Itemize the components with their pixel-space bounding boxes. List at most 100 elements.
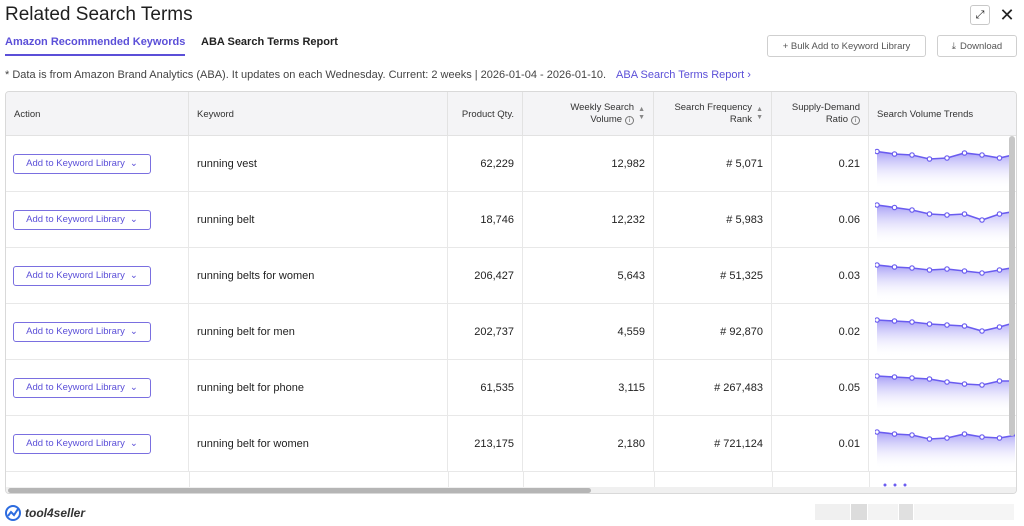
add-to-keyword-library-button[interactable]: Add to Keyword Library ⌄ bbox=[13, 433, 151, 454]
footer-fade bbox=[914, 504, 1014, 520]
col-keyword: Keyword bbox=[189, 92, 448, 136]
trend-point bbox=[979, 269, 985, 276]
vertical-scrollbar[interactable] bbox=[1009, 136, 1015, 436]
trend-point bbox=[996, 434, 1003, 441]
trend-point bbox=[875, 372, 880, 379]
chevron-down-icon: ⌄ bbox=[129, 382, 138, 393]
keyword-cell: running vest bbox=[189, 136, 448, 191]
add-button-label: Add to Keyword Library bbox=[26, 270, 125, 281]
col-keyword-label: Keyword bbox=[197, 108, 234, 120]
supply-demand-ratio-cell: 0.21 bbox=[772, 136, 869, 191]
add-to-keyword-library-button[interactable]: Add to Keyword Library ⌄ bbox=[13, 265, 151, 286]
download-button[interactable]: ⤓ Download bbox=[937, 35, 1017, 57]
col-weekly-search-volume[interactable]: Weekly Search Volume i ▲ ▼ bbox=[523, 92, 654, 136]
trend-area bbox=[877, 431, 1015, 469]
trend-sparkline bbox=[875, 261, 1015, 301]
trend-point bbox=[979, 151, 985, 158]
add-to-keyword-library-button[interactable]: Add to Keyword Library ⌄ bbox=[13, 377, 151, 398]
add-button-label: Add to Keyword Library bbox=[26, 158, 125, 169]
trend-point bbox=[909, 264, 915, 271]
trend-point bbox=[891, 150, 898, 157]
horizontal-scrollbar-track[interactable] bbox=[6, 487, 1016, 493]
table-row: Add to Keyword Library ⌄ running belt for … bbox=[6, 360, 1016, 416]
trend-point bbox=[944, 434, 950, 441]
search-frequency-rank-cell: # 267,483 bbox=[654, 360, 772, 415]
trend-point bbox=[979, 327, 985, 334]
trend-point bbox=[961, 149, 968, 156]
product-qty-cell: 202,737 bbox=[448, 304, 523, 359]
supply-demand-ratio-cell: 0.01 bbox=[772, 416, 869, 471]
page-title: Related Search Terms bbox=[5, 4, 193, 25]
trend-area bbox=[877, 204, 1015, 245]
trend-point bbox=[961, 380, 968, 387]
col-search-volume-trends: Search Volume Trends bbox=[869, 92, 1016, 136]
trend-point bbox=[875, 316, 880, 323]
trend-point bbox=[961, 267, 968, 274]
brand-logo: tool4seller bbox=[5, 505, 85, 521]
trend-point bbox=[926, 320, 933, 327]
trend-point bbox=[926, 155, 933, 162]
add-to-keyword-library-button[interactable]: Add to Keyword Library ⌄ bbox=[13, 209, 151, 230]
search-frequency-rank-cell: # 5,071 bbox=[654, 136, 772, 191]
close-icon[interactable]: ✕ bbox=[999, 4, 1015, 25]
table-row: Add to Keyword Library ⌄ running vest 62,22… bbox=[6, 136, 1016, 192]
trend-point bbox=[996, 210, 1003, 217]
trend-point bbox=[926, 375, 933, 382]
trend-point bbox=[979, 433, 985, 440]
trend-sparkline-partial bbox=[883, 483, 907, 487]
trend-point bbox=[979, 216, 985, 223]
product-qty-cell: 61,535 bbox=[448, 360, 523, 415]
footer-fade bbox=[815, 504, 850, 520]
action-cell: Add to Keyword Library ⌄ bbox=[6, 192, 189, 247]
col-sfr-label-1: Search Frequency bbox=[674, 102, 753, 113]
sort-icon[interactable]: ▲ ▼ bbox=[638, 106, 645, 121]
trend-point bbox=[891, 373, 898, 380]
chevron-down-icon: ⌄ bbox=[129, 438, 138, 449]
trend-cell bbox=[869, 192, 1016, 247]
aba-report-link[interactable]: ABA Search Terms Report › bbox=[616, 69, 751, 81]
aba-report-link-label: ABA Search Terms Report bbox=[616, 69, 745, 81]
add-to-keyword-library-button[interactable]: Add to Keyword Library ⌄ bbox=[13, 153, 151, 174]
bulk-add-label: + Bulk Add to Keyword Library bbox=[782, 40, 911, 52]
footer-fade bbox=[851, 504, 867, 520]
trend-point bbox=[926, 210, 933, 217]
horizontal-scrollbar[interactable] bbox=[8, 488, 591, 493]
trend-point bbox=[909, 374, 915, 381]
trend-point bbox=[944, 211, 950, 218]
weekly-search-volume-cell: 12,232 bbox=[523, 192, 654, 247]
tab-amazon-recommended-keywords[interactable]: Amazon Recommended Keywords bbox=[5, 36, 186, 56]
trend-point bbox=[891, 204, 898, 210]
tab-aba-search-terms-report[interactable]: ABA Search Terms Report bbox=[201, 36, 338, 48]
col-search-frequency-rank[interactable]: Search Frequency Rank ▲ ▼ bbox=[654, 92, 772, 136]
trend-point bbox=[944, 321, 950, 328]
add-button-label: Add to Keyword Library bbox=[26, 326, 125, 337]
trend-area bbox=[877, 151, 1015, 189]
trend-point bbox=[996, 154, 1003, 161]
supply-demand-ratio-cell: 0.03 bbox=[772, 248, 869, 303]
product-qty-cell: 62,229 bbox=[448, 136, 523, 191]
add-to-keyword-library-button[interactable]: Add to Keyword Library ⌄ bbox=[13, 321, 151, 342]
trend-point bbox=[875, 148, 880, 154]
add-button-label: Add to Keyword Library bbox=[26, 214, 125, 225]
trend-point bbox=[961, 430, 968, 437]
bulk-add-button[interactable]: + Bulk Add to Keyword Library bbox=[767, 35, 926, 57]
keyword-cell: running belt bbox=[189, 192, 448, 247]
table-row: Add to Keyword Library ⌄ running belt for … bbox=[6, 304, 1016, 360]
action-cell: Add to Keyword Library ⌄ bbox=[6, 360, 189, 415]
footer-fade bbox=[899, 504, 913, 520]
trend-point bbox=[944, 378, 950, 385]
expand-icon[interactable]: ⤢ bbox=[970, 5, 990, 25]
add-button-label: Add to Keyword Library bbox=[26, 438, 125, 449]
trend-point bbox=[875, 201, 880, 208]
trend-point bbox=[891, 317, 898, 324]
search-frequency-rank-cell: # 51,325 bbox=[654, 248, 772, 303]
sort-icon[interactable]: ▲ ▼ bbox=[756, 106, 763, 121]
trend-point bbox=[961, 322, 968, 329]
info-icon[interactable]: i bbox=[851, 116, 860, 125]
trend-point bbox=[926, 266, 933, 273]
download-label: Download bbox=[959, 40, 1003, 52]
info-icon[interactable]: i bbox=[625, 116, 635, 125]
col-action: Action bbox=[6, 92, 189, 136]
search-frequency-rank-cell: # 5,983 bbox=[654, 192, 772, 247]
col-sdr-label-2: Ratio bbox=[825, 114, 848, 125]
